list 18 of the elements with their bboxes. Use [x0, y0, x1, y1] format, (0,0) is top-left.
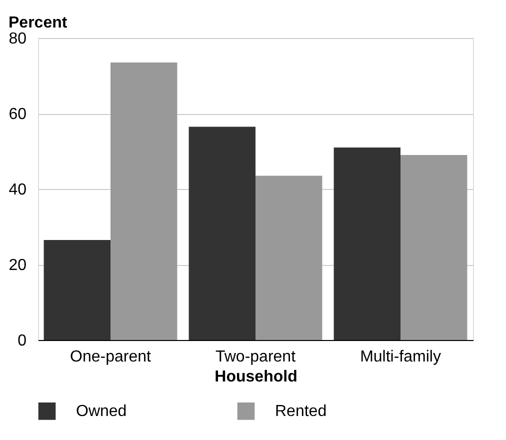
y-axis-title: Percent — [8, 14, 68, 32]
legend-label: Rented — [275, 403, 327, 420]
x-tick-label: Two-parent — [215, 348, 296, 366]
y-tick-label: 40 — [8, 182, 27, 198]
y-tick-label: 60 — [8, 106, 27, 123]
x-axis-title: Household — [214, 368, 298, 386]
legend-label: Owned — [76, 403, 127, 420]
bar — [110, 62, 178, 340]
y-tick-label: 80 — [8, 30, 27, 48]
bar — [400, 155, 468, 340]
y-tick-label: 0 — [18, 332, 27, 350]
bar — [256, 176, 322, 340]
bar — [334, 147, 400, 340]
x-tick-label: One-parent — [70, 348, 152, 366]
bar — [188, 126, 256, 340]
y-tick-label: 20 — [8, 257, 27, 274]
x-tick-label: Multi-family — [360, 348, 441, 366]
bar — [44, 240, 110, 340]
